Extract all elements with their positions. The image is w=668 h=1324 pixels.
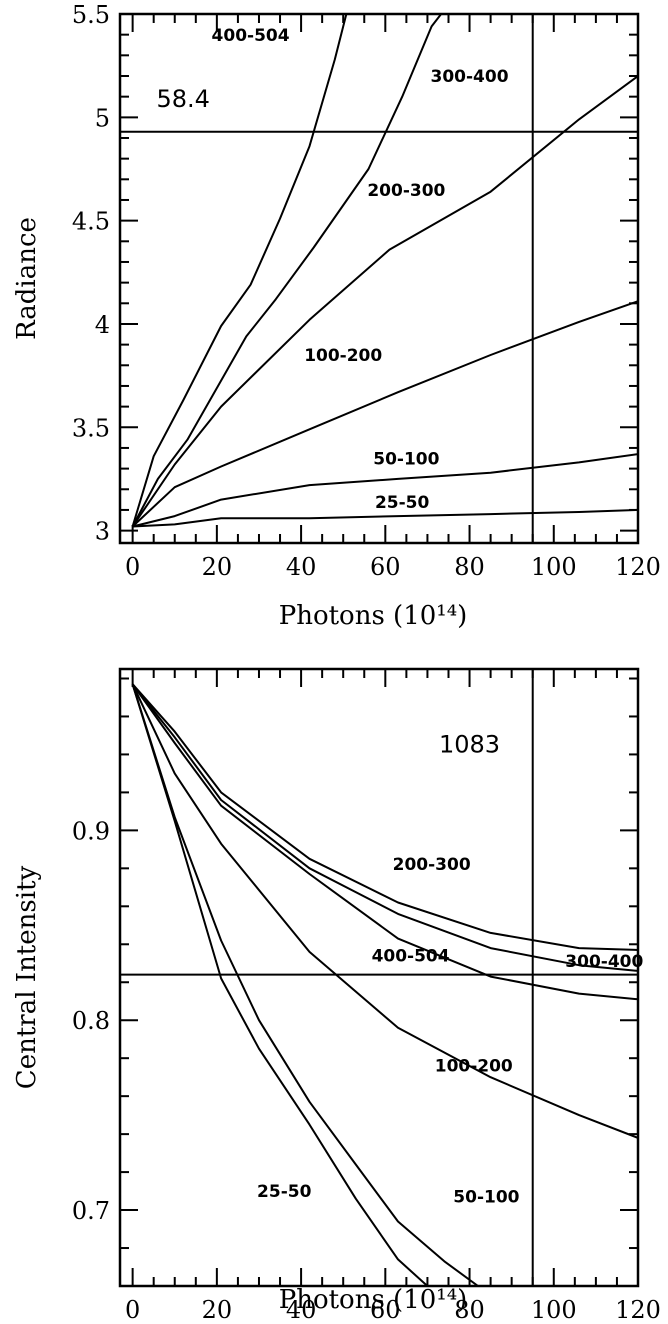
series-label-50-100: 50-100 (453, 1187, 519, 1207)
x-tick-label: 60 (370, 553, 401, 581)
y-tick-label: 5.5 (72, 1, 110, 29)
series-line-50-100 (131, 683, 480, 1286)
chart-panel-1: 0 20 40 60 80 100 120 3 3.5 4 4.5 5 5.5 Photons (10¹⁴… (12, 1, 661, 631)
x-tick-label: 20 (202, 553, 233, 581)
series-line-25-50 (131, 683, 429, 1286)
series-label-100-200: 100-200 (435, 1056, 513, 1076)
x-tick-label: 20 (202, 1296, 233, 1319)
series-line-300-400 (131, 14, 443, 527)
x-tick-label: 0 (125, 553, 140, 581)
series-label-200-300: 200-300 (367, 181, 445, 201)
plot-frame (118, 667, 640, 1288)
series-line-200-300 (131, 683, 638, 972)
y-axis-title: Radiance (12, 217, 42, 340)
x-axis-title: Photons (10¹⁴) (279, 601, 468, 631)
y-tick-label: 4 (95, 311, 110, 339)
x-axis-title: Photons (10¹⁴) (279, 1285, 468, 1315)
series-line-300-400 (131, 683, 638, 951)
x-tick-label: 120 (615, 553, 661, 581)
y-axis-title: Central Intensity (12, 866, 42, 1090)
series-line-100-200 (131, 683, 638, 1139)
y-tick-label: 0.7 (72, 1197, 110, 1225)
series-line-50-100 (132, 453, 638, 528)
y-tick-label: 5 (95, 104, 110, 132)
y-tick-label: 4.5 (72, 208, 110, 236)
series-line-100-200 (131, 300, 638, 528)
plot-annotation: 1083 (439, 731, 500, 759)
series-label-25-50: 25-50 (375, 493, 430, 513)
y-tick-label: 3.5 (72, 414, 110, 442)
series-label-400-504: 400-504 (212, 26, 290, 46)
series-label-300-400: 300-400 (431, 67, 509, 87)
series-label-400-504: 400-504 (372, 946, 450, 966)
y-tick-label: 0.8 (72, 1007, 110, 1035)
x-tick-label: 40 (286, 553, 317, 581)
x-tick-label: 80 (454, 553, 485, 581)
series-line-25-50 (132, 508, 638, 528)
series-label-50-100: 50-100 (373, 449, 439, 469)
y-tick-label: 3 (95, 518, 110, 546)
x-tick-label: 100 (531, 553, 577, 581)
series-label-300-400: 300-400 (565, 952, 643, 972)
series-label-100-200: 100-200 (304, 346, 382, 366)
y-tick-label: 0.9 (72, 817, 110, 845)
series-label-25-50: 25-50 (257, 1182, 312, 1202)
x-tick-label: 0 (125, 1296, 140, 1319)
x-tick-label: 120 (615, 1296, 661, 1319)
plot-annotation: 58.4 (156, 85, 209, 113)
plot-frame (118, 12, 640, 545)
x-tick-label: 100 (531, 1296, 577, 1319)
series-line-400-504 (131, 14, 348, 527)
series-line-200-300 (131, 75, 638, 528)
series-label-200-300: 200-300 (393, 855, 471, 875)
series-line-400-504 (131, 683, 638, 1001)
